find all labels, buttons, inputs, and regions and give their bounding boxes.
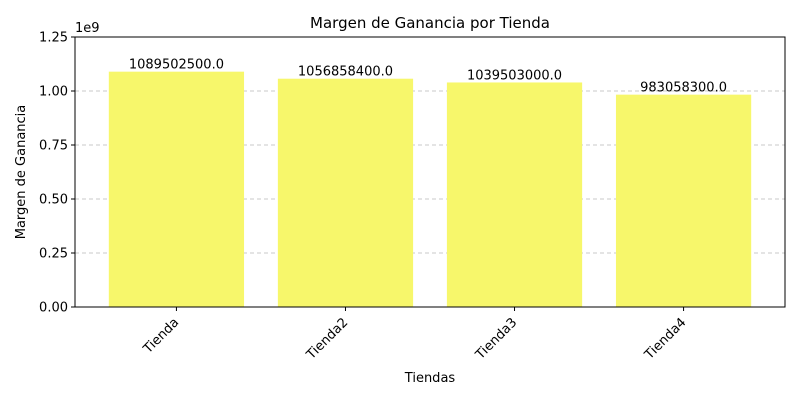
bar-value-label: 1039503000.0 bbox=[467, 68, 562, 83]
bars bbox=[108, 71, 752, 308]
y-axis-offset-label: 1e9 bbox=[75, 21, 100, 36]
bar-value-label: 1089502500.0 bbox=[129, 58, 224, 73]
bar bbox=[446, 82, 583, 308]
bar-value-labels: 1089502500.0 1056858400.0 1039503000.0 9830… bbox=[129, 58, 727, 96]
plot-frame bbox=[74, 36, 786, 308]
x-axis-label: Tiendas bbox=[404, 371, 456, 386]
y-tick-label: 0.50 bbox=[39, 193, 68, 208]
bar bbox=[615, 94, 752, 307]
y-tick-label: 0.75 bbox=[39, 139, 68, 154]
x-tick-label: Tienda2 bbox=[303, 315, 351, 363]
y-tick-label: 1.00 bbox=[39, 85, 68, 100]
x-tick-label: Tienda4 bbox=[641, 315, 689, 363]
bar-value-label: 1056858400.0 bbox=[298, 65, 393, 80]
bar-value-label: 983058300.0 bbox=[640, 81, 727, 96]
y-tick-label: 0.00 bbox=[39, 301, 68, 316]
x-axis-ticks: Tienda Tienda2 Tienda3 Tienda4 bbox=[140, 307, 689, 363]
y-tick-label: 0.25 bbox=[39, 247, 68, 262]
y-axis-ticks: 0.00 0.25 0.50 0.75 1.00 1.25 bbox=[39, 31, 75, 316]
y-axis-label: Margen de Ganancia bbox=[14, 105, 29, 240]
y-tick-label: 1.25 bbox=[39, 31, 68, 46]
x-tick-label: Tienda3 bbox=[472, 315, 520, 363]
bar bbox=[108, 71, 245, 308]
x-tick-label: Tienda bbox=[140, 315, 182, 357]
chart-title: Margen de Ganancia por Tienda bbox=[310, 14, 550, 32]
bar bbox=[277, 78, 414, 307]
